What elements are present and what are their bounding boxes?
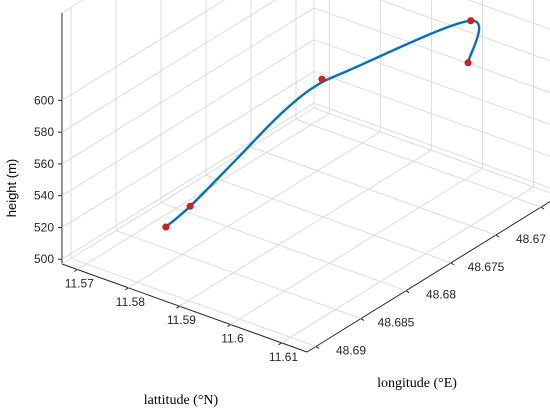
- pane-edge: [61, 107, 315, 265]
- axes-box: [61, 13, 550, 353]
- x-tick: [125, 287, 129, 291]
- x-tick: [278, 342, 282, 346]
- grid-line-backwall-z: [313, 39, 550, 125]
- grid-line-sidewall-z: [61, 71, 315, 228]
- x-tick-label: 11.6: [221, 332, 244, 346]
- grid-line-floor-x: [179, 149, 432, 307]
- y-tick: [540, 206, 545, 210]
- grid-line-floor-y: [205, 174, 452, 264]
- waypoint-marker: [162, 223, 170, 231]
- x-tick: [227, 324, 231, 327]
- y-tick: [450, 262, 455, 266]
- grid-line-backwall-z: [378, 0, 550, 62]
- flight-path-line: [164, 19, 481, 229]
- grid-line-backwall-z: [467, 0, 550, 30]
- y-tick-label: 48.685: [378, 316, 415, 330]
- y-tick: [495, 234, 500, 238]
- grid-line-floor-y: [70, 257, 317, 347]
- x-axis-line: [61, 263, 308, 353]
- z-tick-label: 500: [34, 252, 54, 266]
- grid-line-sidewall-z: [61, 0, 226, 101]
- z-tick-label: 540: [34, 189, 54, 203]
- x-tick-label: 11.57: [65, 277, 94, 291]
- grid-line-sidewall-z: [61, 102, 315, 260]
- grid-lines: [61, 0, 550, 347]
- y-tick: [360, 318, 365, 321]
- grid-line-floor-y: [160, 202, 407, 292]
- y-tick-label: 48.67: [516, 232, 546, 246]
- flight-path-series: [162, 17, 481, 231]
- y-tick-label: 48.675: [468, 260, 505, 274]
- z-tick-label: 520: [34, 220, 54, 234]
- waypoint-marker: [318, 75, 326, 83]
- x-tick-label: 11.61: [269, 350, 298, 364]
- x-tick: [176, 305, 180, 309]
- pane-edge: [61, 0, 84, 14]
- x-tick: [74, 269, 78, 272]
- z-tick-label: 560: [34, 157, 54, 171]
- grid-line-backwall-z: [313, 70, 550, 157]
- y-tick: [315, 346, 320, 349]
- z-tick-label: 600: [34, 93, 54, 107]
- x-axis-label: longitude (°E): [377, 376, 457, 391]
- waypoint-marker: [186, 202, 194, 210]
- z-axis-label: height (m): [4, 159, 19, 218]
- y-tick-label: 48.69: [336, 343, 366, 357]
- z-tick-label: 580: [34, 125, 54, 139]
- grid-line-sidewall-z: [61, 39, 315, 197]
- grid-line-floor-x: [128, 131, 381, 289]
- tick-labels: 11.5711.5811.5911.611.6148.66548.6748.67…: [34, 93, 546, 364]
- x-tick-label: 11.59: [167, 313, 196, 327]
- grid-line-floor-y: [115, 230, 362, 320]
- grid-line-floor-x: [230, 168, 483, 325]
- grid-line-sidewall-z: [61, 7, 315, 165]
- waypoint-marker: [464, 59, 472, 67]
- x-tick-label: 11.58: [116, 295, 145, 309]
- tick-marks: [58, 99, 545, 349]
- waypoint-marker: [467, 17, 475, 25]
- y-axis-label: lattitude (°N): [144, 393, 219, 408]
- grid-line-sidewall-z: [61, 0, 277, 133]
- y-tick: [405, 290, 410, 294]
- grid-line-floor-x: [281, 186, 534, 344]
- y-axis-line: [306, 200, 550, 353]
- grid-line-floor-y: [295, 118, 542, 208]
- y-tick-label: 48.68: [426, 288, 456, 302]
- pane-edge: [313, 107, 550, 194]
- grid-line-backwall-z: [313, 102, 550, 189]
- grid-line-floor-y: [250, 146, 497, 236]
- grid-line-backwall-z: [313, 7, 550, 94]
